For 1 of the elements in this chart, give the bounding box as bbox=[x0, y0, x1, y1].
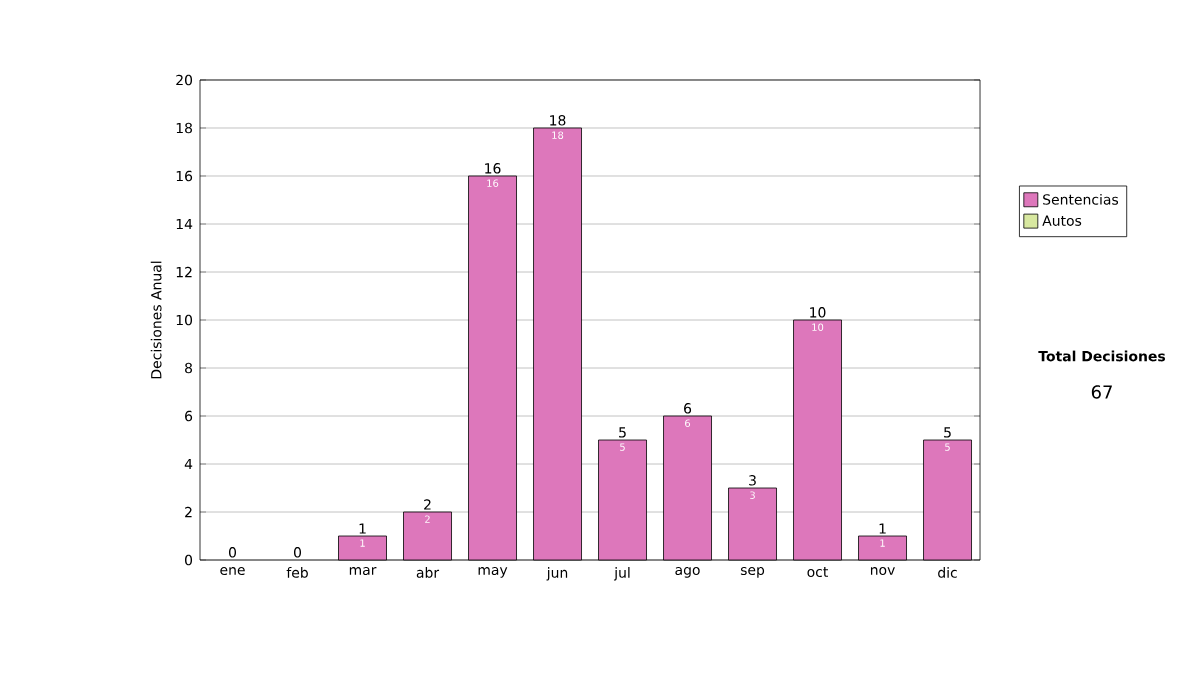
text: 67 bbox=[1091, 385, 1112, 399]
